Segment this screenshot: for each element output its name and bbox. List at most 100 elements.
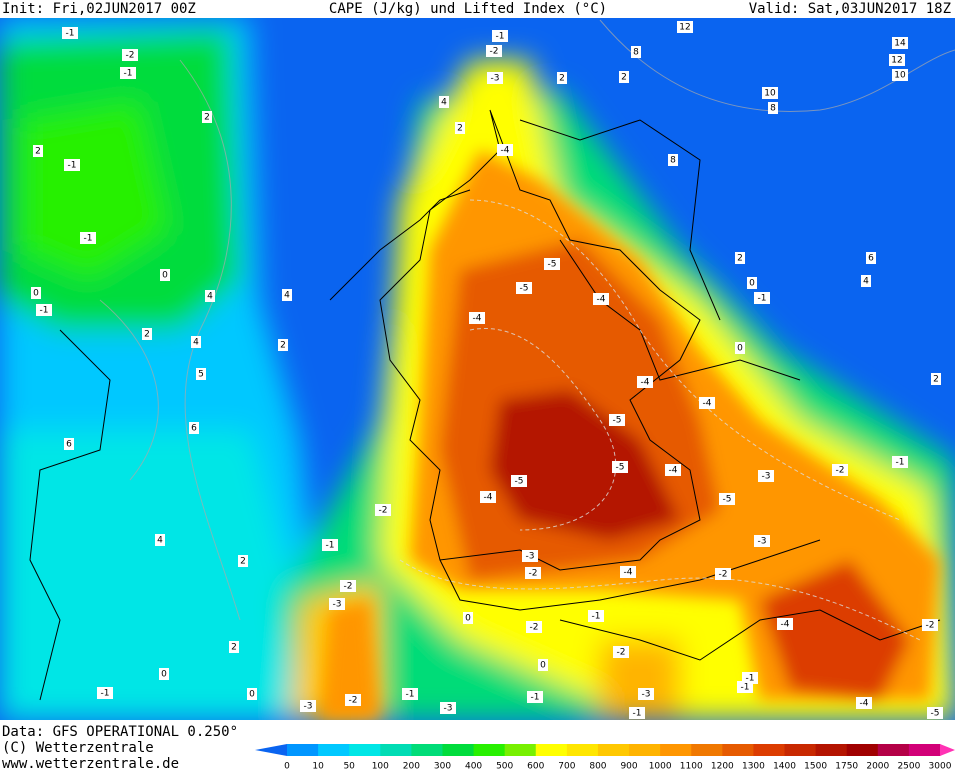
contour-label: 8 [768, 102, 778, 114]
contour-label-text: 0 [737, 344, 743, 354]
contour-label-box [229, 641, 239, 653]
colorbar-segment [815, 744, 848, 756]
contour-label-box [300, 700, 316, 712]
colorbar-segment [629, 744, 661, 756]
contour-label-text: -3 [762, 472, 771, 482]
contour-label-text: -4 [703, 399, 712, 409]
contour-label-box [927, 707, 943, 719]
contour-label-text: 8 [670, 156, 676, 166]
contour-label-text: 8 [633, 48, 639, 58]
colorbar-label: 900 [620, 762, 637, 770]
contour-label: -1 [588, 610, 604, 622]
contour-label-text: 0 [162, 271, 168, 281]
contour-label: -1 [322, 539, 338, 551]
contour-label-box [122, 49, 138, 61]
contour-label-text: 4 [441, 98, 447, 108]
contour-label-text: 4 [193, 338, 199, 348]
colorbar-label: 1300 [742, 762, 765, 770]
contour-label-text: -1 [40, 306, 49, 316]
colorbar-segment [318, 744, 350, 756]
contour-label: 0 [31, 287, 41, 299]
contour-label-text: -2 [617, 648, 626, 658]
contour-label-text: -4 [669, 466, 678, 476]
colorbar-label: 3000 [929, 762, 952, 770]
contour-label-box [754, 535, 770, 547]
contour-label: -4 [480, 491, 496, 503]
contour-label-box [202, 111, 212, 123]
colorbar-label: 700 [558, 762, 575, 770]
colorbar-segment [442, 744, 475, 756]
colorbar-segment [504, 744, 537, 756]
contour-label-box [322, 539, 338, 551]
contour-label-text: 8 [770, 104, 776, 114]
contour-label-text: -5 [548, 260, 557, 270]
contour-label: 5 [196, 368, 206, 380]
contour-label: -4 [777, 618, 793, 630]
contour-label: 0 [160, 269, 170, 281]
contour-label-text: 0 [749, 279, 755, 289]
contour-label-box [80, 232, 96, 244]
contour-label: 10 [892, 69, 908, 81]
contour-label-text: -2 [379, 506, 388, 516]
contour-label-text: -1 [406, 690, 415, 700]
colorbar-segment [877, 744, 910, 756]
contour-label-box [64, 159, 80, 171]
contour-label-text: 12 [679, 23, 690, 33]
contour-label: -2 [832, 464, 848, 476]
contour-label-text: -5 [723, 495, 732, 505]
map: -1-2-122-1-100-14 424 2566422-100-3-2-1-1-… [0, 18, 955, 720]
contour-label-box [278, 339, 288, 351]
contour-label: 12 [889, 54, 905, 66]
contour-label: 0 [463, 612, 473, 624]
contour-label-text: 2 [144, 330, 150, 340]
contour-label-text: 2 [621, 73, 627, 83]
contour-label-text: 6 [868, 254, 874, 264]
contour-label-text: -2 [344, 582, 353, 592]
contour-label-box [36, 304, 52, 316]
contour-label-text: 0 [249, 690, 255, 700]
contour-label: 6 [189, 422, 199, 434]
colorbar-label: 200 [403, 762, 420, 770]
colorbar-label: 400 [465, 762, 482, 770]
contour-label-text: -4 [501, 146, 510, 156]
contour-label-box [637, 376, 653, 388]
contour-label-box [832, 464, 848, 476]
contour-label-text: -1 [496, 32, 505, 42]
colorbar-label: 2500 [897, 762, 920, 770]
contour-label: 4 [282, 289, 292, 301]
colorbar-segment [566, 744, 599, 756]
contour-label: 0 [747, 277, 757, 289]
contour-label: -2 [375, 504, 391, 516]
contour-label: -4 [699, 397, 715, 409]
contour-label-text: -4 [860, 699, 869, 709]
colorbar-segment [287, 744, 319, 756]
colorbar-label: 500 [496, 762, 513, 770]
contour-label: -4 [497, 144, 513, 156]
contour-label-box [892, 456, 908, 468]
colorbar-label: 0 [284, 762, 290, 770]
contour-label: -2 [715, 568, 731, 580]
contour-label-box [737, 681, 753, 693]
colorbar-segment [691, 744, 723, 756]
contour-label: 2 [278, 339, 288, 351]
contour-label-box [492, 30, 508, 42]
contour-label: -3 [758, 470, 774, 482]
colorbar-label: 1100 [680, 762, 703, 770]
contour-label: -4 [593, 293, 609, 305]
contour-label-text: -2 [349, 696, 358, 706]
contour-label-box [525, 567, 541, 579]
contour-label-box [469, 312, 485, 324]
contour-label: -5 [609, 414, 625, 426]
contour-label-text: -1 [592, 612, 601, 622]
contour-label-box [196, 368, 206, 380]
contour-label-box [522, 550, 538, 562]
contour-label-box [538, 659, 548, 671]
map-title: CAPE (J/kg) und Lifted Index (°C) [329, 1, 607, 17]
contour-label: 4 [191, 336, 201, 348]
contour-label-box [160, 269, 170, 281]
contour-label-box [440, 702, 456, 714]
contour-label-text: -3 [444, 704, 453, 714]
colorbar-label: 600 [527, 762, 544, 770]
contour-label-box [665, 464, 681, 476]
